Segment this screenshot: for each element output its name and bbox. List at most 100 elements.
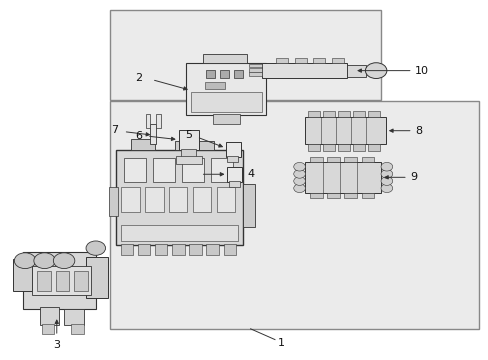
Bar [13,259,32,291]
Bar [327,157,339,162]
Circle shape [86,241,105,255]
Bar [203,54,246,63]
Bar [189,244,201,255]
Text: 1: 1 [277,338,284,348]
Bar [32,266,91,295]
Bar [123,158,145,182]
Bar [352,144,364,150]
Bar [367,111,379,117]
Bar [174,140,213,149]
Bar [220,70,228,78]
Bar [361,193,373,198]
Text: 10: 10 [414,66,428,76]
Circle shape [293,170,305,178]
Bar [138,244,150,255]
Circle shape [34,253,55,269]
Circle shape [53,253,75,269]
Bar [110,10,380,100]
Bar [37,271,51,291]
Circle shape [380,170,392,178]
Bar [156,114,161,128]
Text: 7: 7 [111,125,119,135]
Bar [216,187,235,212]
Bar [249,64,261,67]
Bar [71,324,83,334]
Bar [310,157,322,162]
Bar [331,58,343,63]
Bar [211,158,233,182]
Bar [206,244,218,255]
Bar [249,72,261,76]
Bar [56,271,69,291]
Text: 4: 4 [246,169,254,179]
Text: 8: 8 [414,126,422,136]
Bar [212,114,239,125]
Bar [116,149,243,244]
Bar [109,187,118,216]
Circle shape [380,184,392,193]
Bar [307,144,319,150]
Bar [249,68,261,72]
Text: 9: 9 [409,172,417,182]
Bar [294,58,306,63]
Bar [367,144,379,150]
Bar [206,70,215,78]
Bar [168,187,187,212]
Bar [86,257,108,298]
Text: 3: 3 [53,340,60,350]
Bar [176,156,201,164]
Circle shape [365,63,386,78]
Bar [305,162,380,193]
Bar [261,63,346,78]
Bar [145,114,150,128]
Bar [344,157,356,162]
Circle shape [380,162,392,171]
Bar [22,252,96,309]
Bar [225,142,240,157]
Bar [121,244,133,255]
Bar [337,111,349,117]
Bar [233,70,242,78]
Bar [305,117,385,144]
Bar [40,307,59,325]
Bar [181,149,195,157]
Bar [190,92,261,112]
Bar [153,158,174,182]
Circle shape [293,177,305,185]
Bar [172,244,184,255]
Bar [42,324,54,334]
Bar [310,193,322,198]
Bar [182,158,203,182]
Bar [223,244,235,255]
Bar [352,111,364,117]
Bar [344,193,356,198]
Bar [74,271,88,291]
Bar [121,187,140,212]
Text: 6: 6 [135,131,142,141]
Bar [243,184,255,226]
Circle shape [293,184,305,193]
Text: 2: 2 [135,73,142,83]
Bar [346,64,366,77]
Bar [228,181,239,187]
Bar [323,111,334,117]
Circle shape [380,177,392,185]
Circle shape [14,253,36,269]
Bar [337,144,349,150]
Bar [110,101,478,329]
Bar [185,63,266,116]
Bar [131,139,155,149]
Bar [276,58,288,63]
Bar [313,58,325,63]
Text: 5: 5 [184,130,191,140]
Bar [150,125,156,144]
Bar [227,156,238,162]
Bar [145,187,163,212]
Bar [205,82,224,89]
Bar [155,244,167,255]
Bar [227,167,242,182]
Bar [323,144,334,150]
Bar [361,157,373,162]
Bar [178,130,199,149]
Bar [64,309,83,325]
